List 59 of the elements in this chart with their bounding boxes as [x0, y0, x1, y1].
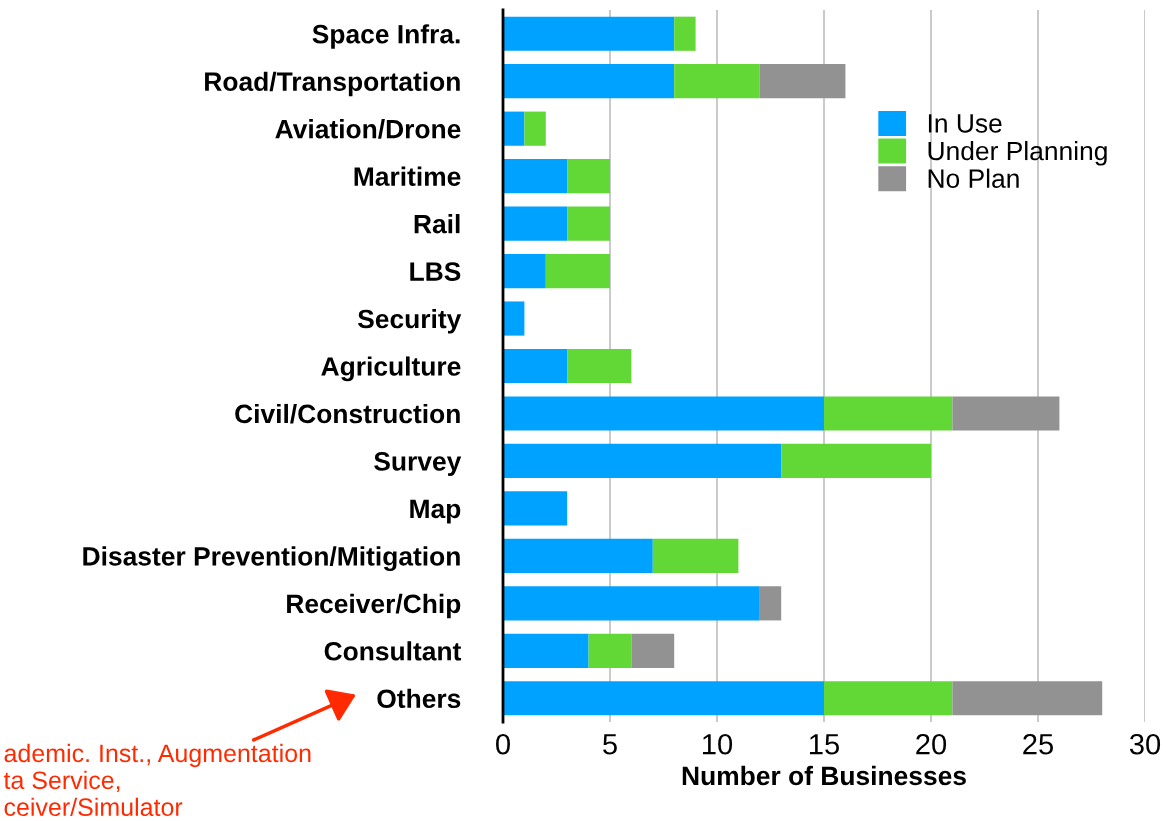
bar	[503, 348, 568, 384]
y-tick-label: Civil/Construction	[235, 403, 460, 424]
x-tick-label: 25	[1023, 733, 1053, 755]
bar	[759, 64, 846, 99]
bar	[674, 16, 696, 51]
y-tick-label: Receiver/Chip	[287, 593, 461, 619]
y-tick-label: Security	[357, 308, 462, 334]
y-tick-label: Road/Transportation	[205, 71, 460, 97]
x-tick-label: 20	[916, 733, 947, 755]
x-axis-title: Number of Businesses	[682, 765, 966, 786]
legend-label: In Use	[928, 114, 1002, 133]
bar	[781, 443, 931, 479]
bar	[588, 633, 632, 668]
bar	[952, 681, 1103, 716]
x-tick-label: 30	[1129, 733, 1161, 755]
x-tick-label: 5	[603, 734, 617, 755]
y-tick-label: Space Infra.	[312, 24, 460, 49]
y-tick-label: Others	[377, 688, 461, 709]
bar	[503, 681, 824, 716]
bar	[503, 159, 568, 194]
bar	[759, 586, 782, 621]
bar	[503, 538, 653, 573]
x-tick-label: 10	[703, 733, 733, 755]
bar	[503, 491, 568, 526]
bar	[503, 16, 675, 51]
y-tick-label: Disaster Prevention/Mitigation	[83, 546, 460, 572]
bar	[824, 396, 953, 431]
bar	[503, 586, 760, 621]
text: ademic. Inst., Augmentation ta Service, ceiver/Simulator	[3, 743, 311, 817]
y-tick-label: Maritime	[354, 166, 461, 186]
bar	[503, 396, 824, 431]
legend-label: Under Planning	[928, 140, 1107, 166]
bar	[503, 64, 675, 99]
bar	[503, 253, 546, 289]
bar	[567, 348, 632, 384]
bar	[503, 443, 782, 479]
bar	[503, 206, 568, 241]
y-tick-label: Rail	[414, 214, 460, 234]
bar	[545, 253, 610, 289]
bar	[952, 396, 1060, 431]
bar	[652, 538, 739, 573]
bar	[567, 159, 610, 194]
y-tick-label: LBS	[410, 262, 461, 281]
legend-label: No Plan	[928, 168, 1019, 188]
y-tick-label: Map	[410, 499, 461, 524]
bar	[674, 64, 760, 99]
bar	[824, 681, 953, 716]
y-tick-label: Consultant	[324, 641, 462, 661]
bar	[503, 301, 525, 336]
y-tick-label: Aviation/Drone	[275, 119, 461, 139]
x-tick-label: 0	[496, 733, 510, 755]
bar	[503, 111, 525, 146]
bar	[567, 206, 610, 241]
x-tick-label: 15	[810, 734, 839, 755]
y-tick-label: Agriculture	[321, 356, 461, 382]
bar	[503, 633, 589, 668]
bar	[631, 633, 675, 668]
bar	[524, 111, 546, 146]
y-tick-label: Survey	[374, 452, 462, 476]
